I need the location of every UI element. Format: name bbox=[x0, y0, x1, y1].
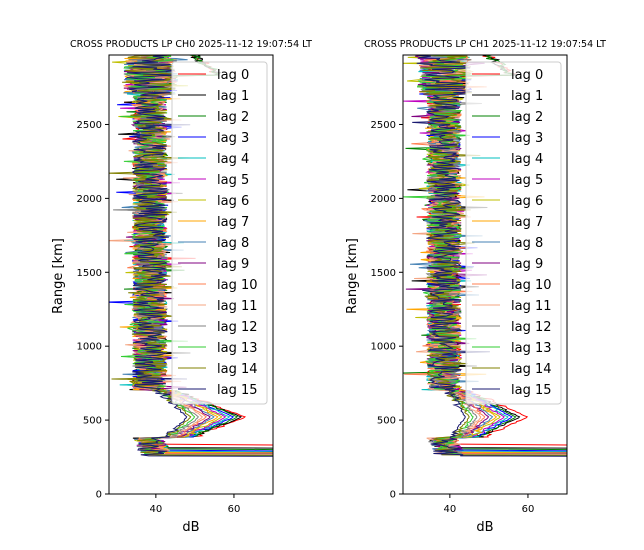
y-tick-label: 1500 bbox=[371, 268, 396, 279]
legend-entry: lag 13 bbox=[217, 341, 258, 356]
y-tick-label: 0 bbox=[390, 490, 396, 501]
legend-entry: lag 15 bbox=[217, 383, 258, 398]
legend-entry: lag 3 bbox=[217, 131, 249, 146]
y-tick-label: 2000 bbox=[77, 194, 102, 205]
x-tick-label: 40 bbox=[443, 504, 456, 515]
legend-entry: lag 9 bbox=[511, 257, 543, 272]
legend-box bbox=[171, 61, 268, 405]
legend-entry: lag 7 bbox=[511, 215, 543, 230]
legend-entry: lag 2 bbox=[511, 110, 543, 125]
series-line-lag-15 bbox=[126, 55, 273, 457]
chart-title-ch0: CROSS PRODUCTS LP CH0 2025-11-12 19:07:5… bbox=[70, 39, 312, 50]
y-tick-label: 1500 bbox=[77, 268, 102, 279]
legend-entry: lag 1 bbox=[511, 89, 543, 104]
legend-entry: lag 5 bbox=[511, 173, 543, 188]
series-line-lag-15 bbox=[412, 55, 567, 457]
y-tick-label: 2500 bbox=[77, 120, 102, 131]
legend-entry: lag 4 bbox=[511, 152, 543, 167]
y-tick-label: 500 bbox=[377, 416, 396, 427]
legend-entry: lag 10 bbox=[217, 278, 258, 293]
series-line-lag-14 bbox=[109, 55, 273, 457]
y-tick-label: 1000 bbox=[371, 342, 396, 353]
legend-entry: lag 0 bbox=[217, 68, 249, 83]
legend-entry: lag 13 bbox=[511, 341, 552, 356]
legend-box bbox=[465, 61, 562, 405]
y-tick-label: 0 bbox=[96, 490, 102, 501]
x-axis-label-ch0: dB bbox=[182, 520, 199, 535]
legend-entry: lag 11 bbox=[217, 299, 258, 314]
x-tick-label: 60 bbox=[228, 504, 241, 515]
y-tick-label: 1000 bbox=[77, 342, 102, 353]
legend-entry: lag 8 bbox=[511, 236, 543, 251]
y-axis-label-ch1: Range [km] bbox=[345, 238, 360, 314]
legend-entry: lag 8 bbox=[217, 236, 249, 251]
y-tick-label: 2500 bbox=[371, 120, 396, 131]
chart-panel-ch0: CROSS PRODUCTS LP CH0 2025-11-12 19:07:5… bbox=[51, 39, 312, 535]
chart-panel-ch1: CROSS PRODUCTS LP CH1 2025-11-12 19:07:5… bbox=[345, 39, 606, 535]
legend-entry: lag 6 bbox=[217, 194, 249, 209]
x-tick-label: 60 bbox=[522, 504, 535, 515]
y-axis-label-ch0: Range [km] bbox=[51, 238, 66, 314]
series-group bbox=[403, 55, 567, 457]
legend-entry: lag 14 bbox=[511, 362, 552, 377]
y-tick-label: 500 bbox=[83, 416, 102, 427]
legend: lag 0 lag 1 lag 2 lag 3 lag 4 lag 5 lag 6 lag 7… bbox=[465, 61, 562, 405]
series-group bbox=[109, 55, 273, 457]
legend-entry: lag 14 bbox=[217, 362, 258, 377]
legend-entry: lag 2 bbox=[217, 110, 249, 125]
y-tick-label: 2000 bbox=[371, 194, 396, 205]
legend-entry: lag 9 bbox=[217, 257, 249, 272]
legend-entry: lag 6 bbox=[511, 194, 543, 209]
x-tick-label: 40 bbox=[149, 504, 162, 515]
x-axis-label-ch1: dB bbox=[476, 520, 493, 535]
legend-entry: lag 10 bbox=[511, 278, 552, 293]
legend-entry: lag 1 bbox=[217, 89, 249, 104]
legend-entry: lag 12 bbox=[217, 320, 258, 335]
legend-entry: lag 3 bbox=[511, 131, 543, 146]
legend-entry: lag 0 bbox=[511, 68, 543, 83]
chart-title-ch1: CROSS PRODUCTS LP CH1 2025-11-12 19:07:5… bbox=[364, 39, 606, 50]
legend-entry: lag 7 bbox=[217, 215, 249, 230]
legend-entry: lag 5 bbox=[217, 173, 249, 188]
legend-entry: lag 4 bbox=[217, 152, 249, 167]
plot-frame bbox=[402, 54, 568, 495]
legend-entry: lag 12 bbox=[511, 320, 552, 335]
plot-frame bbox=[108, 54, 274, 495]
legend-entry: lag 11 bbox=[511, 299, 552, 314]
legend-entry: lag 15 bbox=[511, 383, 552, 398]
legend: lag 0 lag 1 lag 2 lag 3 lag 4 lag 5 lag 6 lag 7… bbox=[171, 61, 268, 405]
